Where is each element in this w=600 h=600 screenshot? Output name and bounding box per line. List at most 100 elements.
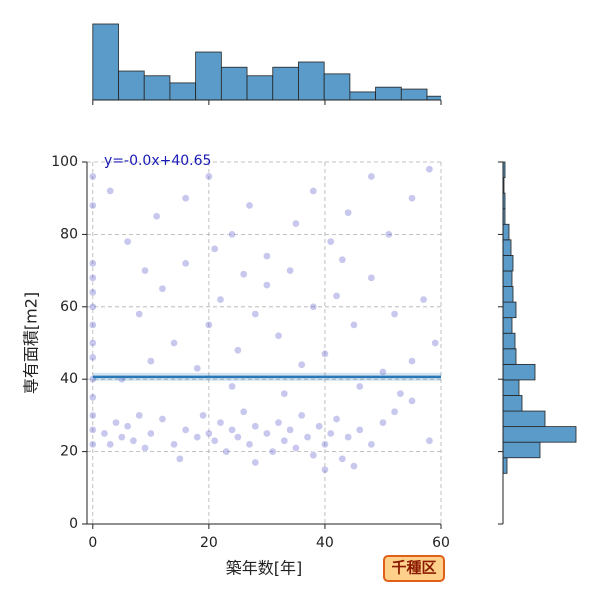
point	[251, 422, 260, 431]
hist-bar	[502, 363, 536, 381]
point	[321, 465, 329, 474]
point	[309, 302, 318, 311]
point	[263, 429, 271, 438]
point	[88, 273, 97, 282]
hist-bar	[298, 61, 325, 100]
regression-label: y=-0.0x+40.65	[104, 153, 211, 169]
point	[141, 444, 149, 452]
point	[303, 433, 312, 441]
point	[245, 201, 254, 210]
hist-bar	[502, 379, 520, 396]
point	[344, 433, 352, 441]
point	[286, 266, 294, 275]
point	[408, 397, 416, 405]
point	[292, 444, 300, 452]
hist-bar	[118, 70, 145, 100]
point	[88, 393, 97, 402]
hist-bar	[502, 223, 510, 241]
x-tick-label: 20	[200, 535, 218, 551]
point	[88, 321, 97, 329]
y-tick-label: 20	[60, 444, 78, 460]
point	[181, 194, 190, 203]
point	[216, 418, 225, 427]
point	[146, 429, 155, 438]
hist-bar	[502, 332, 516, 350]
x-tick-label: 40	[316, 535, 334, 551]
hist-bar	[375, 86, 402, 100]
hist-bar	[272, 66, 299, 100]
point	[321, 440, 329, 449]
point	[326, 429, 335, 438]
point	[106, 187, 115, 195]
point	[222, 447, 231, 456]
point	[309, 187, 318, 195]
point	[274, 331, 283, 340]
point	[88, 172, 97, 181]
point	[321, 350, 329, 358]
point	[239, 407, 248, 416]
point	[135, 411, 144, 420]
point	[205, 321, 213, 329]
point	[338, 454, 347, 463]
hist-bar	[169, 82, 197, 100]
point	[88, 201, 97, 210]
point	[274, 418, 283, 427]
hist-bar	[502, 348, 517, 365]
point	[100, 429, 109, 438]
y-tick-label: 60	[60, 299, 78, 315]
hist-bar	[502, 286, 514, 303]
hist-bar	[349, 91, 376, 100]
point	[384, 230, 393, 239]
hist-bar	[502, 317, 513, 334]
point	[326, 237, 335, 246]
point	[117, 433, 126, 441]
point	[344, 208, 352, 217]
point	[396, 389, 405, 398]
point	[210, 245, 219, 253]
hist-bar	[400, 88, 428, 100]
point	[367, 440, 376, 449]
top-histogram	[92, 23, 441, 100]
point	[123, 422, 132, 431]
y-tick-label: 80	[60, 226, 78, 242]
point	[350, 462, 358, 470]
hist-bar	[502, 410, 546, 428]
point	[146, 357, 155, 365]
point	[367, 273, 376, 282]
point	[88, 288, 97, 297]
point	[355, 382, 364, 391]
hist-bar	[92, 23, 119, 100]
hist-bar	[502, 301, 517, 319]
point	[245, 440, 254, 449]
point	[135, 310, 144, 318]
point	[379, 368, 387, 376]
x-tick-label: 0	[88, 535, 97, 551]
point	[193, 364, 202, 373]
point	[338, 255, 347, 264]
point	[408, 357, 416, 365]
hist-bar	[195, 51, 222, 100]
point	[176, 454, 184, 463]
point	[158, 415, 167, 423]
points	[88, 165, 440, 474]
point	[379, 418, 387, 427]
hist-bar	[502, 395, 523, 412]
point	[170, 440, 178, 449]
point	[425, 436, 434, 445]
point	[158, 284, 167, 293]
point	[390, 407, 399, 416]
y-tick-label: 100	[51, 154, 78, 170]
y-tick-label: 0	[69, 516, 78, 532]
hist-bar	[220, 66, 248, 100]
hist-bar	[323, 73, 351, 100]
point	[205, 172, 213, 181]
point	[286, 426, 294, 434]
point	[199, 411, 207, 420]
point	[88, 411, 97, 420]
point	[408, 194, 416, 203]
point	[228, 230, 236, 239]
point	[297, 360, 306, 369]
point	[123, 237, 132, 246]
point	[88, 302, 97, 311]
